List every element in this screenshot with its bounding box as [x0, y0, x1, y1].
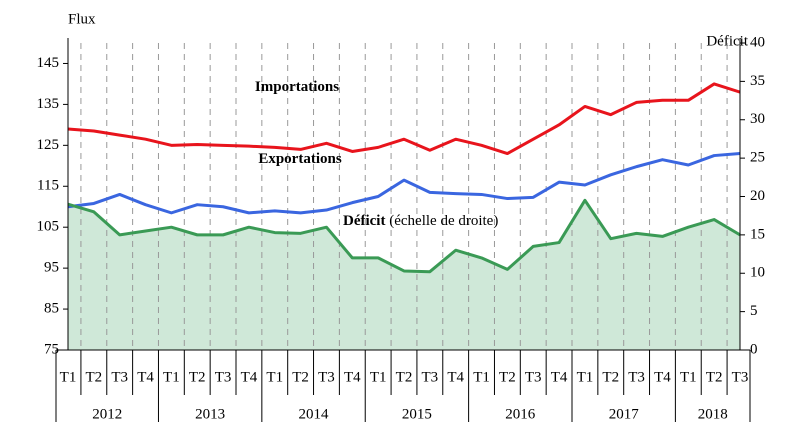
x-tick-label: T4 [137, 369, 154, 385]
y2-tick-label: 10 [750, 265, 765, 281]
y-tick-label: 105 [37, 219, 60, 235]
y-tick-label: 125 [37, 137, 60, 153]
x-tick-label: T3 [422, 369, 439, 385]
y2-tick-label: 5 [750, 303, 758, 319]
series-label: Exportations [258, 151, 342, 167]
x-tick-label: T4 [447, 369, 464, 385]
x-tick-label: T4 [344, 369, 361, 385]
y2-tick-label: 30 [750, 111, 765, 127]
y2-tick-label: 0 [750, 341, 758, 357]
line [67, 82, 741, 156]
line [67, 198, 741, 274]
y2-axis-label: Déficit [706, 33, 748, 49]
x-tick-label: T2 [292, 369, 309, 385]
series-name: Exportations [258, 151, 342, 167]
x-tick-label: T1 [266, 369, 283, 385]
x-tick-label: T2 [189, 369, 206, 385]
y2-tick-label: 25 [750, 150, 765, 166]
y2-tick-label: 20 [750, 188, 765, 204]
year-label: 2017 [609, 406, 640, 422]
y2-tick-label: 35 [750, 73, 765, 89]
x-tick-label: T1 [163, 369, 180, 385]
x-tick-label: T2 [396, 369, 413, 385]
y-tick-label: 95 [44, 260, 59, 276]
y-tick-label: 85 [44, 301, 59, 317]
series-label: Déficit (échelle de droite) [343, 213, 498, 229]
x-tick-label: T3 [111, 369, 128, 385]
x-tick-label: T2 [499, 369, 516, 385]
y2-tick-label: 40 [750, 34, 765, 50]
x-tick-label: T3 [525, 369, 542, 385]
series-name: Importations [255, 79, 339, 95]
y-tick-label: 75 [44, 341, 59, 357]
x-tick-label: T3 [215, 369, 232, 385]
x-tick-label: T1 [577, 369, 594, 385]
x-tick-label: T1 [370, 369, 387, 385]
x-tick-label: T3 [732, 369, 749, 385]
year-label: 2012 [92, 406, 122, 422]
y2-tick-label: 15 [750, 226, 765, 242]
year-label: 2018 [698, 406, 728, 422]
year-label: 2014 [299, 406, 330, 422]
x-tick-label: T1 [473, 369, 490, 385]
x-tick-label: T2 [706, 369, 723, 385]
y-tick-label: 115 [37, 178, 59, 194]
y-tick-label: 145 [37, 55, 60, 71]
series-name: Déficit [343, 213, 385, 229]
x-tick-label: T2 [86, 369, 103, 385]
year-label: 2013 [195, 406, 225, 422]
series-note: (échelle de droite) [389, 213, 498, 229]
x-tick-label: T4 [241, 369, 258, 385]
series-label: Importations [255, 79, 339, 95]
x-tick-label: T4 [654, 369, 671, 385]
y-tick-label: 135 [37, 96, 60, 112]
x-tick-label: T3 [318, 369, 335, 385]
x-tick-label: T1 [60, 369, 77, 385]
x-tick-label: T2 [602, 369, 619, 385]
x-tick-label: T1 [680, 369, 697, 385]
x-tick-label: T3 [628, 369, 645, 385]
line [67, 152, 741, 215]
x-tick-label: T4 [551, 369, 568, 385]
year-label: 2016 [505, 406, 536, 422]
year-label: 2015 [402, 406, 432, 422]
y-axis-label: Flux [68, 11, 96, 27]
